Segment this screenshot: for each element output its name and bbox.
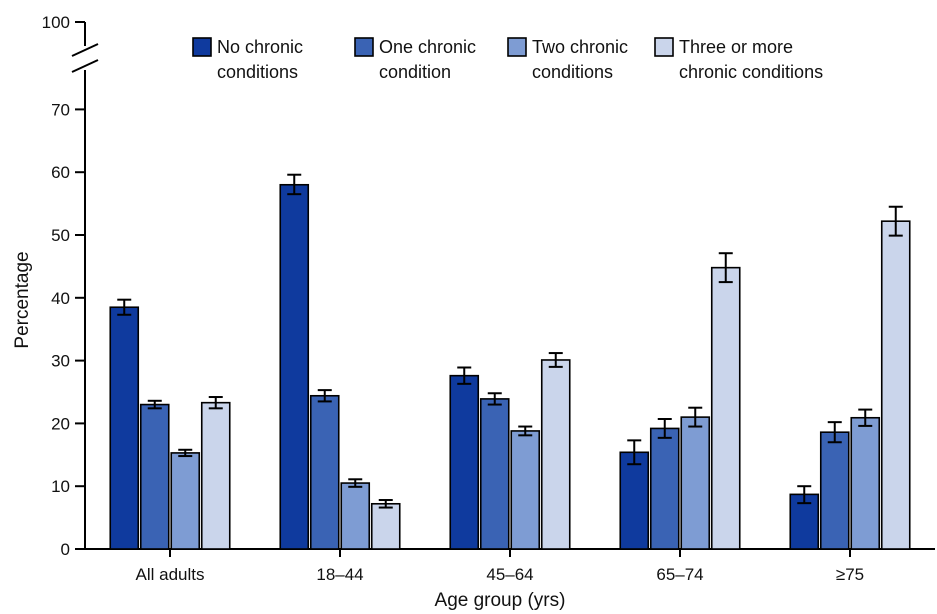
legend-label: conditions (217, 62, 298, 82)
y-tick-label: 0 (61, 540, 70, 559)
y-tick-label: 60 (51, 163, 70, 182)
legend-item: One chronic condition (354, 37, 476, 82)
error-bar (827, 421, 842, 444)
x-axis-title: Age group (yrs) (435, 590, 566, 611)
bars (109, 173, 911, 550)
legend-label: One chronic (379, 37, 476, 57)
x-tick-label: 65–74 (656, 565, 703, 584)
error-bar (487, 392, 502, 406)
error-bar (718, 252, 733, 284)
bar (170, 452, 201, 550)
y-tick-label: 50 (51, 226, 70, 245)
x-tick-label: 45–64 (486, 565, 533, 584)
bar-group (449, 352, 571, 550)
y-tick-label: 10 (51, 477, 70, 496)
error-bar (518, 425, 533, 437)
bar (449, 374, 480, 550)
legend-label: No chronic (217, 37, 303, 57)
bar-group (109, 298, 231, 550)
bar (819, 431, 850, 550)
legend-swatch (354, 37, 374, 57)
error-bar (117, 298, 132, 316)
bar (680, 416, 711, 550)
bar-group (619, 252, 741, 550)
y-tick-label: 70 (51, 100, 70, 119)
y-tick-label: 40 (51, 289, 70, 308)
error-bar (178, 448, 193, 458)
error-bar (627, 439, 642, 466)
x-tick-label: ≥75 (836, 565, 864, 584)
legend-label: condition (379, 62, 451, 82)
error-bar (348, 478, 363, 488)
bar (710, 266, 741, 550)
legend-swatch (654, 37, 674, 57)
axis-break-mark-bottom (71, 59, 99, 73)
error-bar (548, 352, 563, 368)
error-bar (147, 399, 162, 410)
legend-item: No chronic conditions (192, 37, 303, 82)
x-tick-label: All adults (136, 565, 205, 584)
bar (139, 403, 170, 550)
axis-break-mark-top (71, 43, 99, 57)
legend-label: Three or more (679, 37, 793, 57)
bar (619, 451, 650, 550)
legend-swatch (192, 37, 212, 57)
bar (850, 416, 881, 550)
legend: No chronic conditions One chronic condition… (192, 37, 823, 82)
legend-item: Two chronic conditions (507, 37, 628, 82)
legend-label: chronic conditions (679, 62, 823, 82)
bar (540, 359, 571, 550)
bar-group (279, 173, 401, 550)
error-bar (317, 389, 332, 403)
y-tick-label: 20 (51, 414, 70, 433)
error-bar (657, 418, 672, 439)
bar (200, 401, 231, 550)
bar (510, 430, 541, 550)
error-bar (457, 366, 472, 385)
y-axis-title: Percentage (12, 251, 33, 348)
bar (109, 306, 140, 550)
error-bar (208, 396, 223, 410)
bar (479, 398, 510, 550)
bar (370, 502, 401, 550)
legend-swatch (507, 37, 527, 57)
bar (279, 183, 310, 550)
error-bar (858, 408, 873, 427)
error-bar (287, 173, 302, 196)
legend-item: Three or more chronic conditions (654, 37, 823, 82)
error-bar (688, 406, 703, 428)
error-bar (888, 205, 903, 237)
bar (340, 482, 371, 550)
y-tick-label: 100 (42, 13, 70, 32)
axes: 0 10 20 30 40 50 60 70 100 All adults 18–44 45–64 65… (42, 13, 935, 584)
y-tick-label: 30 (51, 352, 70, 371)
error-bar (797, 485, 812, 505)
legend-label: Two chronic (532, 37, 628, 57)
bar-group (789, 205, 911, 550)
bar (649, 427, 680, 550)
bar (309, 394, 340, 550)
bar (880, 220, 911, 550)
legend-label: conditions (532, 62, 613, 82)
x-tick-label: 18–44 (316, 565, 363, 584)
error-bar (378, 499, 393, 509)
